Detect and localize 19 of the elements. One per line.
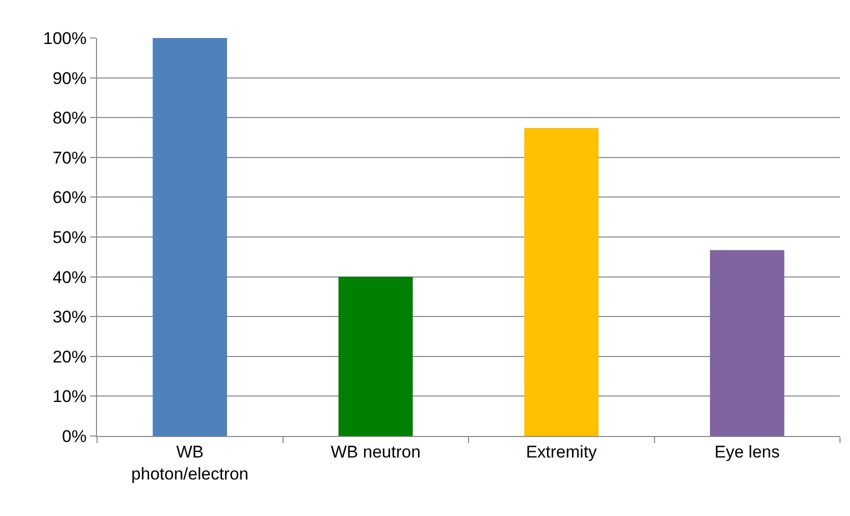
y-tick-label: 100% xyxy=(43,28,87,48)
bar xyxy=(338,276,413,436)
y-tick-label: 0% xyxy=(62,426,87,446)
bar xyxy=(710,250,784,436)
bar xyxy=(152,38,228,436)
y-tick-label: 40% xyxy=(52,268,87,287)
y-tick-label: 30% xyxy=(52,308,87,327)
x-tick-label: WB photon/electron xyxy=(131,442,248,484)
y-tick-label: 20% xyxy=(52,347,87,366)
bar xyxy=(524,128,599,436)
x-tick-label: Extremity xyxy=(526,442,598,462)
y-tick-label: 10% xyxy=(52,387,87,406)
y-tick-label: 70% xyxy=(52,148,87,168)
y-tick-label: 60% xyxy=(52,188,87,208)
x-tick-label: WB neutron xyxy=(330,442,421,462)
x-tick-label: Eye lens xyxy=(714,442,780,462)
y-tick-label: 80% xyxy=(52,108,87,128)
y-tick-label: 90% xyxy=(52,68,87,88)
y-tick-label: 50% xyxy=(52,228,87,247)
